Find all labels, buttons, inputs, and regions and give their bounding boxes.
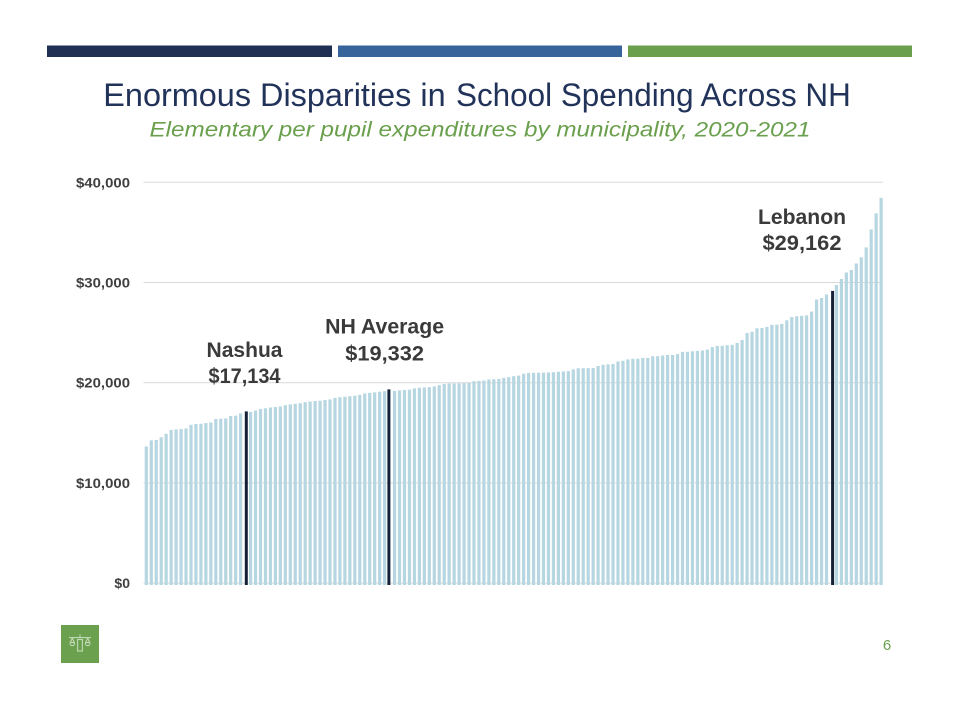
svg-text:$29,162: $29,162 [763,232,842,255]
svg-text:$17,134: $17,134 [209,365,281,388]
svg-text:$10,000: $10,000 [76,475,130,491]
svg-text:$40,000: $40,000 [76,174,130,190]
svg-text:School Spending Across NH: School Spending Across NH [456,77,851,113]
svg-text:NH Average: NH Average [325,315,444,338]
svg-text:6: 6 [883,637,891,654]
svg-text:Lebanon: Lebanon [758,206,846,229]
svg-text:$20,000: $20,000 [76,375,130,391]
svg-text:$30,000: $30,000 [76,275,130,291]
svg-text:Nashua: Nashua [207,339,283,362]
svg-text:$0: $0 [114,575,130,591]
svg-text:Elementary per pupil expenditu: Elementary per pupil expenditures by mun… [150,118,811,142]
svg-text:$19,332: $19,332 [345,342,424,365]
svg-text:Enormous Disparities in: Enormous Disparities in [103,77,445,113]
